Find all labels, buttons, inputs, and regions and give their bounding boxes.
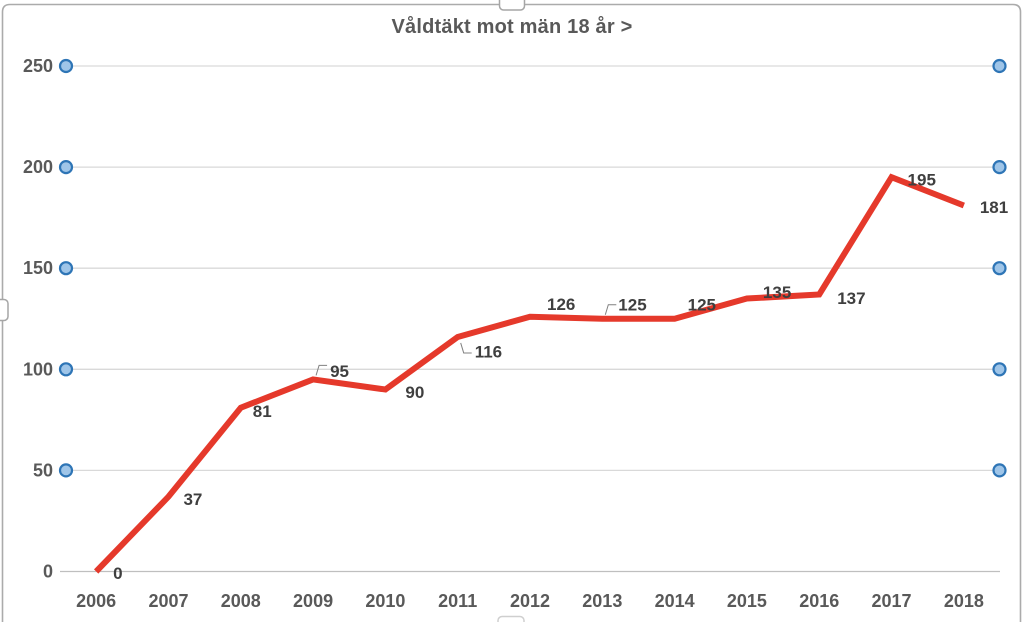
chart-title: Våldtäkt mot män 18 år > <box>391 16 633 38</box>
y-axis-tick-label: 200 <box>23 157 53 177</box>
x-axis-tick-label: 2018 <box>944 591 984 611</box>
leader-lines-group <box>315 304 617 376</box>
gridline-selection-handle[interactable] <box>992 160 1007 175</box>
x-axis-tick-label: 2007 <box>148 591 188 611</box>
y-axis-tick-label: 250 <box>23 56 53 76</box>
data-label-leader-line <box>315 364 328 376</box>
series-line[interactable] <box>93 173 965 574</box>
y-axis-tick-label: 100 <box>23 359 53 379</box>
data-label: 181 <box>980 198 1008 217</box>
x-axis-tick-label: 2009 <box>293 591 333 611</box>
x-axis-tick-label: 2010 <box>365 591 405 611</box>
data-label: 125 <box>618 295 646 314</box>
x-axis-tick-label: 2008 <box>221 591 261 611</box>
x-axis-tick-label: 2006 <box>76 591 116 611</box>
gridline-selection-handle[interactable] <box>992 463 1007 478</box>
gridline-selection-handle[interactable] <box>992 58 1007 74</box>
data-label: 126 <box>547 295 575 314</box>
series-group <box>93 173 965 574</box>
chart-resize-handle-top[interactable] <box>498 0 526 11</box>
gridline-selection-handle[interactable] <box>58 362 74 377</box>
data-label: 137 <box>837 289 865 308</box>
gridline-selection-handle[interactable] <box>992 362 1007 377</box>
data-label: 0 <box>113 564 122 583</box>
y-axis-tick-label: 150 <box>23 258 53 278</box>
data-label-leader-line <box>460 342 472 354</box>
data-label: 95 <box>330 362 349 381</box>
data-label: 90 <box>405 383 424 402</box>
x-axis-tick-label: 2013 <box>582 591 622 611</box>
data-label: 37 <box>183 490 202 509</box>
y-axis-tick-label: 0 <box>43 562 53 582</box>
data-label: 195 <box>908 171 936 190</box>
x-axis-tick-label: 2014 <box>655 591 695 611</box>
data-labels-group: 0 37 81 95 90 116 126 125 125 135 137 195 181 <box>113 171 1008 583</box>
x-axis-tick-label: 2012 <box>510 591 550 611</box>
chart-resize-handle-bottom[interactable] <box>497 615 525 622</box>
chart-frame-border <box>1 3 1022 622</box>
data-label: 135 <box>763 283 791 302</box>
gridline-selection-handle[interactable] <box>992 261 1007 276</box>
gridline-selection-handle[interactable] <box>58 160 74 175</box>
tick-labels-group: 0 50 100 150 200 250 2006 2007 2008 2009 2010 2011 2… <box>23 56 984 611</box>
data-label-leader-line <box>604 304 617 315</box>
chart-resize-handle-left[interactable] <box>0 298 9 322</box>
x-axis-tick-label: 2016 <box>799 591 839 611</box>
data-label: 125 <box>688 295 716 314</box>
data-label: 81 <box>253 402 272 421</box>
gridlines-group <box>60 65 1000 472</box>
gridline-selection-handle[interactable] <box>58 463 74 478</box>
x-axis-tick-label: 2017 <box>872 591 912 611</box>
gridline-selection-handle[interactable] <box>58 261 74 276</box>
y-axis-tick-label: 50 <box>33 460 53 480</box>
gridline-selection-handle[interactable] <box>58 58 74 74</box>
x-axis-tick-label: 2015 <box>727 591 767 611</box>
gridline-handles-group <box>58 58 1007 478</box>
data-label: 116 <box>475 342 502 361</box>
x-axis-tick-label: 2011 <box>438 591 477 611</box>
